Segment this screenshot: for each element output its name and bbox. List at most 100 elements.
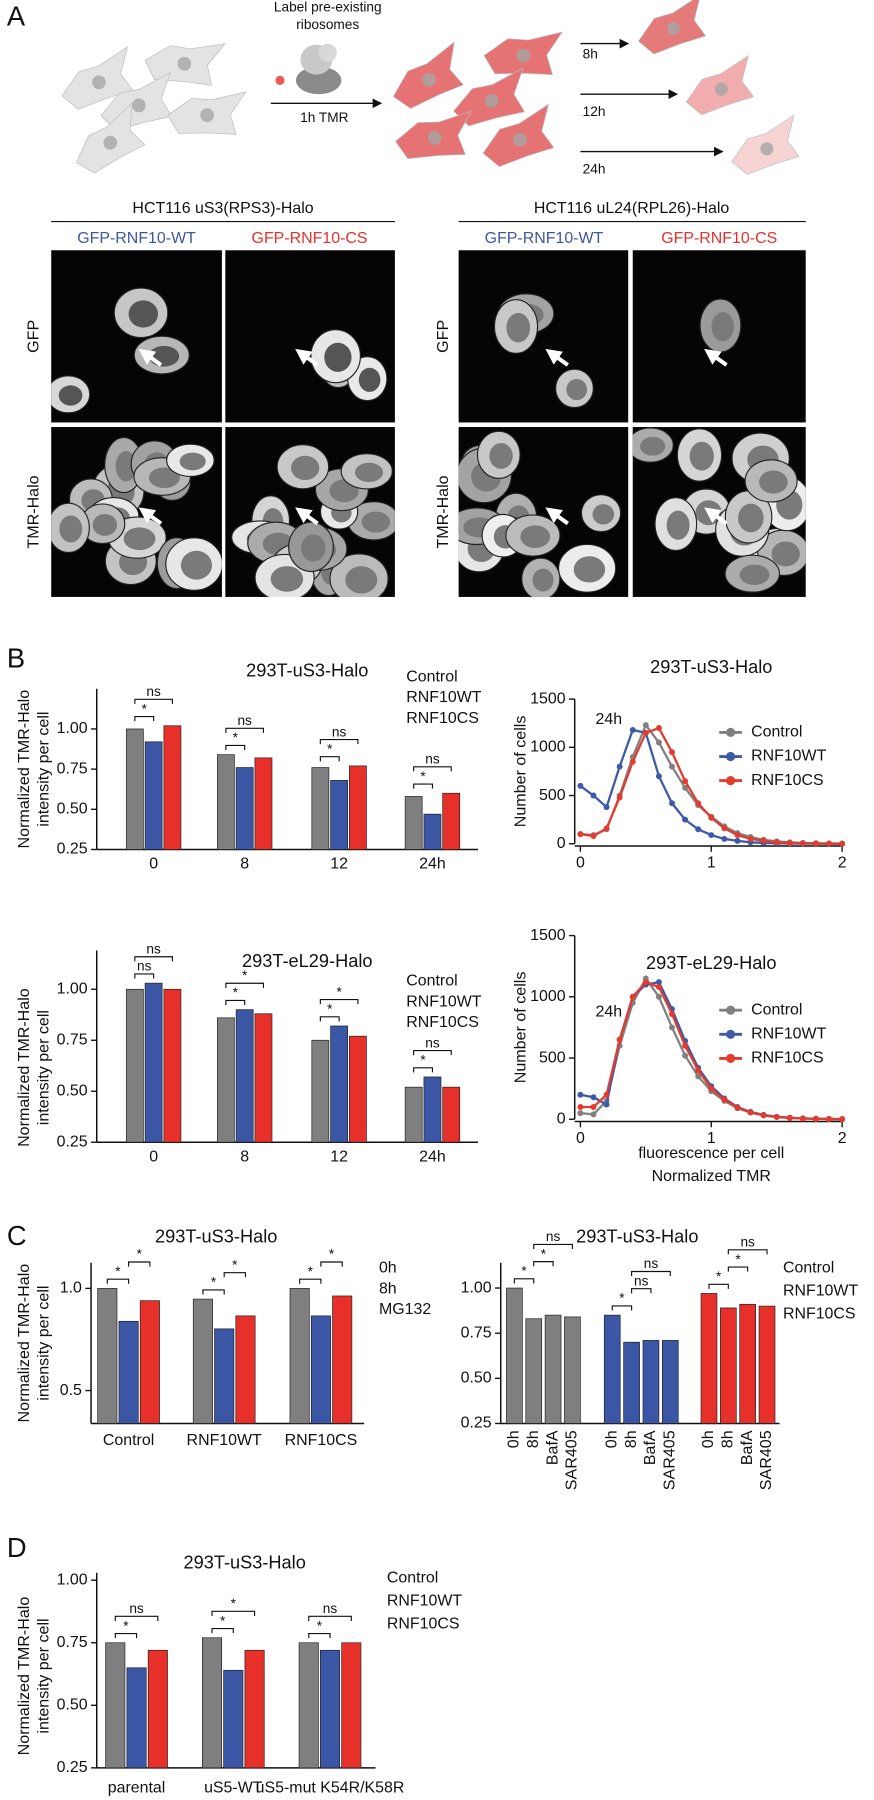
x-tick-label: 8h — [720, 1430, 737, 1448]
significance-label: ns — [137, 959, 152, 974]
arrow — [704, 507, 728, 526]
chart-title: 293T-uS3-Halo — [246, 659, 368, 680]
bar — [404, 796, 423, 850]
schematic-label: Label pre-existing — [274, 0, 382, 15]
bar — [144, 741, 163, 850]
significance-bracket — [299, 1278, 322, 1284]
bar — [217, 1017, 235, 1143]
arrow — [545, 507, 569, 526]
legend-entry: RNF10WT — [751, 748, 826, 765]
nucleus-image — [354, 462, 384, 483]
x-axis-label: Normalized TMR — [652, 1168, 771, 1185]
x-axis-label: fluorescence per cell — [638, 1145, 784, 1162]
bar — [349, 1035, 367, 1143]
bar — [163, 988, 182, 1143]
point — [813, 840, 819, 847]
significance-label: ns — [425, 752, 440, 767]
chart-title: 293T-uS3-Halo — [576, 1225, 698, 1246]
y-tick-label: 0.50 — [57, 1696, 88, 1713]
bar — [423, 1076, 442, 1143]
point — [773, 839, 780, 846]
y-tick-label: 0 — [557, 835, 566, 852]
y-tick-label: 0.75 — [461, 1324, 492, 1341]
y-tick-label: 0.75 — [57, 1031, 88, 1048]
cell-icon — [392, 41, 464, 109]
point — [760, 837, 767, 844]
y-axis-label: Normalized TMR-Halo — [16, 690, 33, 849]
bar — [330, 1025, 349, 1143]
bar — [214, 1328, 235, 1424]
significance-label: * — [329, 1247, 335, 1262]
y-tick-label: 1.00 — [461, 1279, 492, 1296]
column-label: GFP-RNF10-CS — [661, 230, 777, 247]
significance-bracket — [202, 1289, 225, 1295]
nucleus-image — [58, 385, 83, 406]
x-tick-label: 2 — [838, 1130, 847, 1147]
significance-label: * — [619, 1291, 625, 1306]
legend-entry: MG132 — [379, 1301, 431, 1318]
significance-bracket — [114, 1633, 138, 1639]
bar — [661, 1340, 679, 1424]
legend-entry: RNF10WT — [406, 689, 481, 706]
significance-bracket — [413, 783, 434, 789]
bar — [720, 1307, 737, 1424]
point — [826, 1116, 833, 1122]
annotation: 24h — [596, 1004, 623, 1021]
cell-icon — [61, 46, 134, 110]
schematic-label: ribosomes — [296, 17, 359, 32]
significance-label: * — [233, 730, 239, 745]
significance-bracket — [211, 1610, 256, 1616]
point — [642, 729, 649, 736]
arrow — [704, 348, 728, 367]
bar — [623, 1341, 640, 1424]
cell-icon — [482, 103, 555, 168]
significance-label: * — [317, 1618, 323, 1633]
point — [590, 1104, 597, 1110]
point — [629, 993, 636, 1000]
bar — [289, 1288, 310, 1424]
significance-bracket — [128, 1261, 151, 1267]
significance-bracket — [225, 744, 246, 751]
nucleus-image — [128, 300, 159, 328]
point — [669, 800, 675, 807]
x-tick-label: 0 — [149, 856, 158, 873]
nucleus-image — [291, 455, 320, 481]
bar — [310, 1315, 331, 1424]
nucleus-image — [666, 510, 690, 540]
bar — [235, 1315, 256, 1424]
significance-label: ns — [237, 713, 252, 728]
point — [734, 837, 741, 844]
point — [616, 1036, 623, 1043]
nucleus-image — [270, 566, 304, 592]
point — [655, 739, 662, 746]
significance-bracket — [225, 727, 265, 733]
micrograph-cells — [458, 430, 622, 597]
bar — [700, 1293, 718, 1424]
point — [590, 1111, 597, 1118]
y-tick-label: 0.75 — [57, 760, 88, 777]
bar — [223, 1669, 244, 1769]
point — [577, 1091, 584, 1098]
bar — [311, 767, 330, 850]
point — [708, 1085, 715, 1092]
nucleus-image — [148, 467, 180, 488]
y-tick-label: 0.50 — [57, 800, 88, 817]
pulse-label: 1h TMR — [300, 110, 348, 125]
chart-title: 293T-uS3-Halo — [155, 1225, 277, 1246]
significance-label: * — [541, 1246, 547, 1261]
significance-label: * — [211, 1275, 217, 1290]
significance-label: * — [327, 1001, 333, 1016]
point — [721, 1096, 728, 1103]
significance-bracket — [513, 1278, 535, 1284]
nucleus-image — [324, 342, 352, 372]
nucleus-image — [92, 513, 118, 536]
significance-bracket — [319, 756, 340, 762]
bar — [442, 792, 461, 850]
cell-nucleus — [516, 48, 531, 63]
legend-entry: Control — [406, 668, 457, 685]
significance-bracket — [320, 1261, 343, 1267]
bar — [642, 1340, 660, 1424]
arrow — [295, 348, 319, 367]
y-axis-label: Normalized TMR-Halo — [16, 1264, 33, 1423]
y-axis-label: intensity per cell — [36, 1010, 53, 1125]
